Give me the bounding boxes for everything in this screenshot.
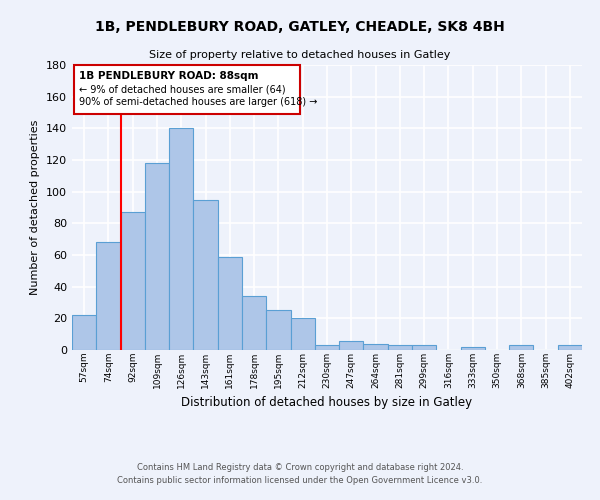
Bar: [121, 212, 145, 350]
Text: ← 9% of detached houses are smaller (64): ← 9% of detached houses are smaller (64): [79, 84, 286, 94]
Bar: [145, 163, 169, 350]
Text: 90% of semi-detached houses are larger (618) →: 90% of semi-detached houses are larger (…: [79, 96, 317, 106]
Bar: [364, 344, 388, 350]
Bar: [339, 340, 364, 350]
Text: 1B PENDLEBURY ROAD: 88sqm: 1B PENDLEBURY ROAD: 88sqm: [79, 70, 259, 81]
FancyBboxPatch shape: [74, 65, 300, 114]
Bar: [290, 318, 315, 350]
Text: Contains HM Land Registry data © Crown copyright and database right 2024.
Contai: Contains HM Land Registry data © Crown c…: [118, 463, 482, 485]
X-axis label: Distribution of detached houses by size in Gatley: Distribution of detached houses by size …: [181, 396, 473, 409]
Text: Size of property relative to detached houses in Gatley: Size of property relative to detached ho…: [149, 50, 451, 60]
Bar: [461, 347, 485, 350]
Bar: [242, 296, 266, 350]
Text: 1B, PENDLEBURY ROAD, GATLEY, CHEADLE, SK8 4BH: 1B, PENDLEBURY ROAD, GATLEY, CHEADLE, SK…: [95, 20, 505, 34]
Bar: [509, 346, 533, 350]
Bar: [412, 346, 436, 350]
Bar: [218, 256, 242, 350]
Bar: [72, 315, 96, 350]
Bar: [96, 242, 121, 350]
Bar: [266, 310, 290, 350]
Bar: [558, 346, 582, 350]
Bar: [169, 128, 193, 350]
Bar: [193, 200, 218, 350]
Bar: [315, 346, 339, 350]
Y-axis label: Number of detached properties: Number of detached properties: [31, 120, 40, 295]
Bar: [388, 346, 412, 350]
